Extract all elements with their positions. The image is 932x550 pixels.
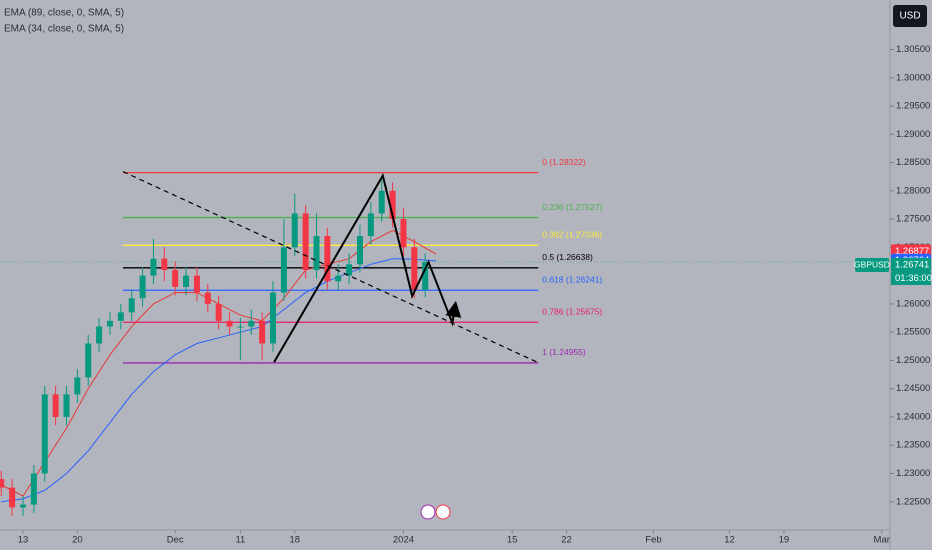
x-tick-label: 2024: [393, 535, 414, 546]
candle-body: [226, 320, 233, 327]
candle-body: [117, 312, 124, 321]
x-tick-label: 12: [724, 535, 735, 546]
candle-body: [106, 320, 113, 327]
fib-label: 0.5 (1.26638): [542, 252, 593, 262]
candle-body: [96, 326, 103, 344]
candle-body: [85, 343, 92, 378]
x-tick-label: 18: [289, 535, 300, 546]
candle-body: [411, 247, 418, 290]
indicator-label: EMA (34, close, 0, SMA, 5): [4, 24, 124, 35]
y-tick-label: 1.25000: [896, 355, 930, 366]
y-tick-label: 1.26000: [896, 298, 930, 309]
candle-body: [183, 275, 190, 287]
candle-body: [422, 262, 429, 290]
y-tick-label: 1.28000: [896, 185, 930, 196]
candle-body: [215, 303, 222, 321]
fib-label: 0.786 (1.25675): [542, 307, 602, 317]
candle-body: [0, 479, 5, 488]
y-tick-label: 1.23000: [896, 468, 930, 479]
candle-body: [335, 275, 342, 282]
y-tick-label: 1.27500: [896, 214, 930, 225]
candle-body: [150, 258, 157, 276]
indicator-label: EMA (89, close, 0, SMA, 5): [4, 8, 124, 19]
candle-body: [389, 190, 396, 220]
fib-label: 0.382 (1.27036): [542, 230, 602, 240]
x-tick-label: 19: [779, 535, 790, 546]
plot-area: [0, 0, 890, 530]
candle-body: [280, 247, 287, 293]
candle-body: [367, 213, 374, 237]
candle-body: [139, 275, 146, 299]
y-tick-label: 1.29000: [896, 129, 930, 140]
y-tick-label: 1.22500: [896, 496, 930, 507]
x-tick-label: Dec: [167, 535, 184, 546]
candle-body: [161, 258, 168, 270]
candle-body: [259, 320, 266, 344]
candle-body: [74, 377, 81, 395]
candle-body: [193, 275, 200, 293]
x-tick-label: Mar: [874, 535, 890, 546]
candle-body: [30, 473, 37, 505]
y-tick-label: 1.25500: [896, 327, 930, 338]
fib-label: 1 (1.24955): [542, 347, 586, 357]
y-tick-label: 1.28500: [896, 157, 930, 168]
x-tick-label: 13: [18, 535, 29, 546]
candle-body: [128, 298, 135, 313]
x-tick-label: 11: [235, 535, 245, 546]
candle-body: [313, 236, 320, 270]
candle-body: [324, 236, 331, 282]
x-tick-label: 22: [561, 535, 572, 546]
price-tag-label: 1.26877: [895, 246, 929, 257]
candle-body: [400, 219, 407, 248]
candle-body: [20, 504, 27, 508]
candle-body: [9, 487, 16, 508]
candle-body: [378, 190, 385, 214]
currency-button-label[interactable]: USD: [899, 11, 920, 22]
x-tick-label: 20: [72, 535, 83, 546]
y-tick-label: 1.30000: [896, 72, 930, 83]
candle-body: [302, 213, 309, 270]
ema-line: [1, 258, 437, 503]
countdown: 01:36:00: [895, 273, 932, 284]
candle-body: [63, 394, 70, 417]
candle-body: [172, 269, 179, 287]
candle-body: [204, 292, 211, 304]
symbol-tag: [855, 258, 889, 273]
y-tick-label: 1.24500: [896, 383, 930, 394]
countdown-bg: [891, 272, 931, 286]
price-tag-label: 1.26741: [895, 260, 929, 271]
currency-button[interactable]: [893, 5, 927, 27]
candle-body: [346, 264, 353, 276]
candle-body: [291, 213, 298, 248]
y-tick-label: 1.30500: [896, 44, 930, 55]
y-tick-label: 1.29500: [896, 101, 930, 112]
symbol-label: GBPUSD: [854, 259, 890, 269]
candle-body: [248, 320, 255, 327]
fib-label: 0.236 (1.27527): [542, 202, 602, 212]
candle-body: [270, 292, 277, 344]
fib-label: 0.618 (1.26241): [542, 275, 602, 285]
x-tick-label: 15: [507, 535, 518, 546]
candle-body: [356, 236, 363, 265]
fib-label: 0 (1.28322): [542, 157, 586, 167]
y-tick-label: 1.23500: [896, 440, 930, 451]
y-tick-label: 1.24000: [896, 411, 930, 422]
candle-body: [237, 326, 244, 328]
zigzag-drawing: [273, 172, 462, 363]
price-tag: [891, 258, 931, 273]
candle-body: [41, 394, 48, 474]
bottom-icons: [420, 504, 451, 520]
candle-body: [52, 394, 59, 417]
x-tick-label: Feb: [645, 535, 661, 546]
trendline: [122, 171, 539, 364]
